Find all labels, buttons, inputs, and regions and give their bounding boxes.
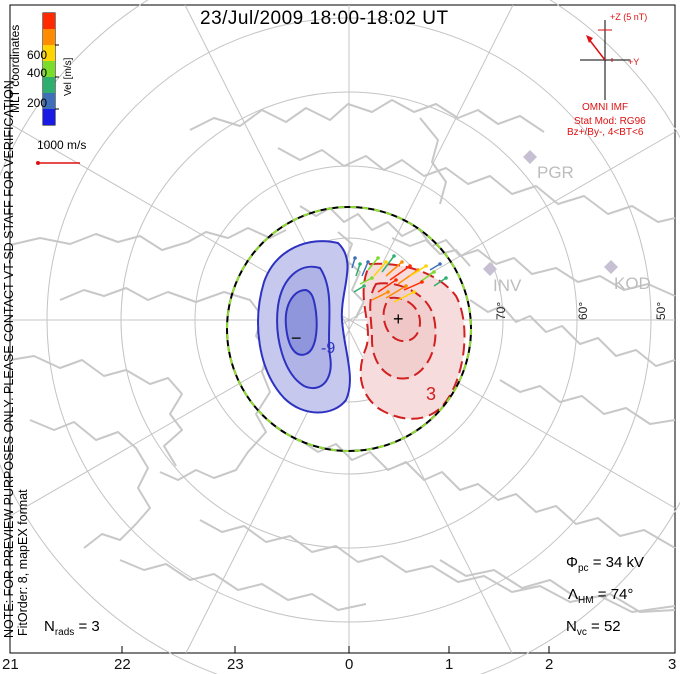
colorbar-tick-400: 400 — [27, 66, 48, 80]
velocity-colorbar — [42, 12, 59, 126]
fit-order-label: FitOrder: 8, mapEX format — [16, 489, 30, 636]
colorbar-tick-600: 600 — [27, 48, 48, 62]
mlt-label-0: 0 — [345, 656, 354, 673]
mlt-label-1: 1 — [445, 656, 454, 673]
n-rads-stat: Nrads = 3 — [44, 618, 100, 638]
imf-model-line2: Bz+/By-, 4<BT<6 — [567, 127, 644, 138]
colorbar-segment-4 — [43, 61, 55, 77]
mlt-label-3: 3 — [668, 656, 677, 673]
mlt-label-23: 23 — [227, 656, 244, 673]
radar-label-pgr: PGR — [537, 163, 574, 182]
colorbar-segment-7 — [43, 109, 55, 125]
colorbar-label: Vel [m/s] — [63, 57, 74, 96]
negative-contour-label: -9 — [321, 340, 336, 357]
velocity-vectors — [351, 254, 448, 303]
mlt-label-2: 2 — [545, 656, 554, 673]
imf-model-line1: Stat Mod: RG96 — [574, 116, 646, 127]
colorbar-segment-2 — [43, 29, 55, 45]
positive-contour-label: 3 — [426, 384, 437, 404]
coastlines — [9, 99, 676, 613]
latitude-label-70: 70° — [494, 301, 508, 320]
potential-maximum-marker: + — [393, 309, 404, 329]
imf-clock-dial — [580, 20, 630, 100]
colorbar-segment-6 — [43, 93, 55, 109]
phi-pc-stat: Φpc = 34 kV — [566, 554, 644, 574]
latitude-label-50: 50° — [654, 301, 668, 320]
imf-z-label: +Z (5 nT) — [610, 12, 648, 22]
negative-potential-cell — [257, 240, 351, 414]
radar-markers — [483, 150, 618, 276]
vector-scale-bar — [36, 161, 80, 165]
vector-scale-label: 1000 m/s — [37, 138, 87, 152]
radar-label-kod: KOD — [614, 274, 651, 293]
imf-source: OMNI IMF — [582, 102, 629, 113]
n-rads-value: 3 — [91, 618, 100, 635]
lambda-hm-stat: ΛHM = 74° — [568, 586, 634, 606]
preview-note: NOTE: FOR PREVIEW PURPOSES ONLY. PLEASE … — [2, 76, 16, 638]
potential-minimum-marker: − — [291, 328, 302, 348]
phi-pc-value: 34 kV — [605, 554, 644, 571]
map-title: 23/Jul/2009 18:00-18:02 UT — [200, 8, 449, 29]
radar-label-inv: INV — [493, 276, 522, 295]
plot-frame — [9, 4, 676, 654]
colorbar-tick-200: 200 — [27, 96, 48, 110]
n-vc-value: 52 — [603, 618, 621, 635]
imf-y-label: +Y — [628, 57, 640, 67]
colorbar-segment-3 — [43, 45, 55, 61]
latitude-label-60: 60° — [576, 301, 590, 320]
mlt-label-22: 22 — [114, 656, 131, 673]
positive-potential-cell — [359, 262, 466, 420]
mlt-axis-ticks — [9, 646, 676, 653]
lambda-hm-value: 74° — [610, 586, 634, 603]
hm-boundary-overlay — [226, 206, 472, 452]
n-vc-stat: Nvc = 52 — [566, 618, 621, 638]
colorbar-segment-5 — [43, 77, 55, 93]
colorbar-segment-1 — [43, 13, 55, 29]
mlt-label-21: 21 — [2, 656, 19, 673]
